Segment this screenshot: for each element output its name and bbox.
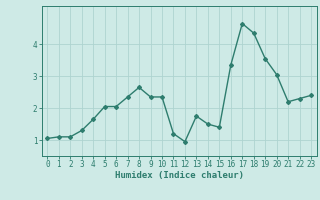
X-axis label: Humidex (Indice chaleur): Humidex (Indice chaleur)	[115, 171, 244, 180]
